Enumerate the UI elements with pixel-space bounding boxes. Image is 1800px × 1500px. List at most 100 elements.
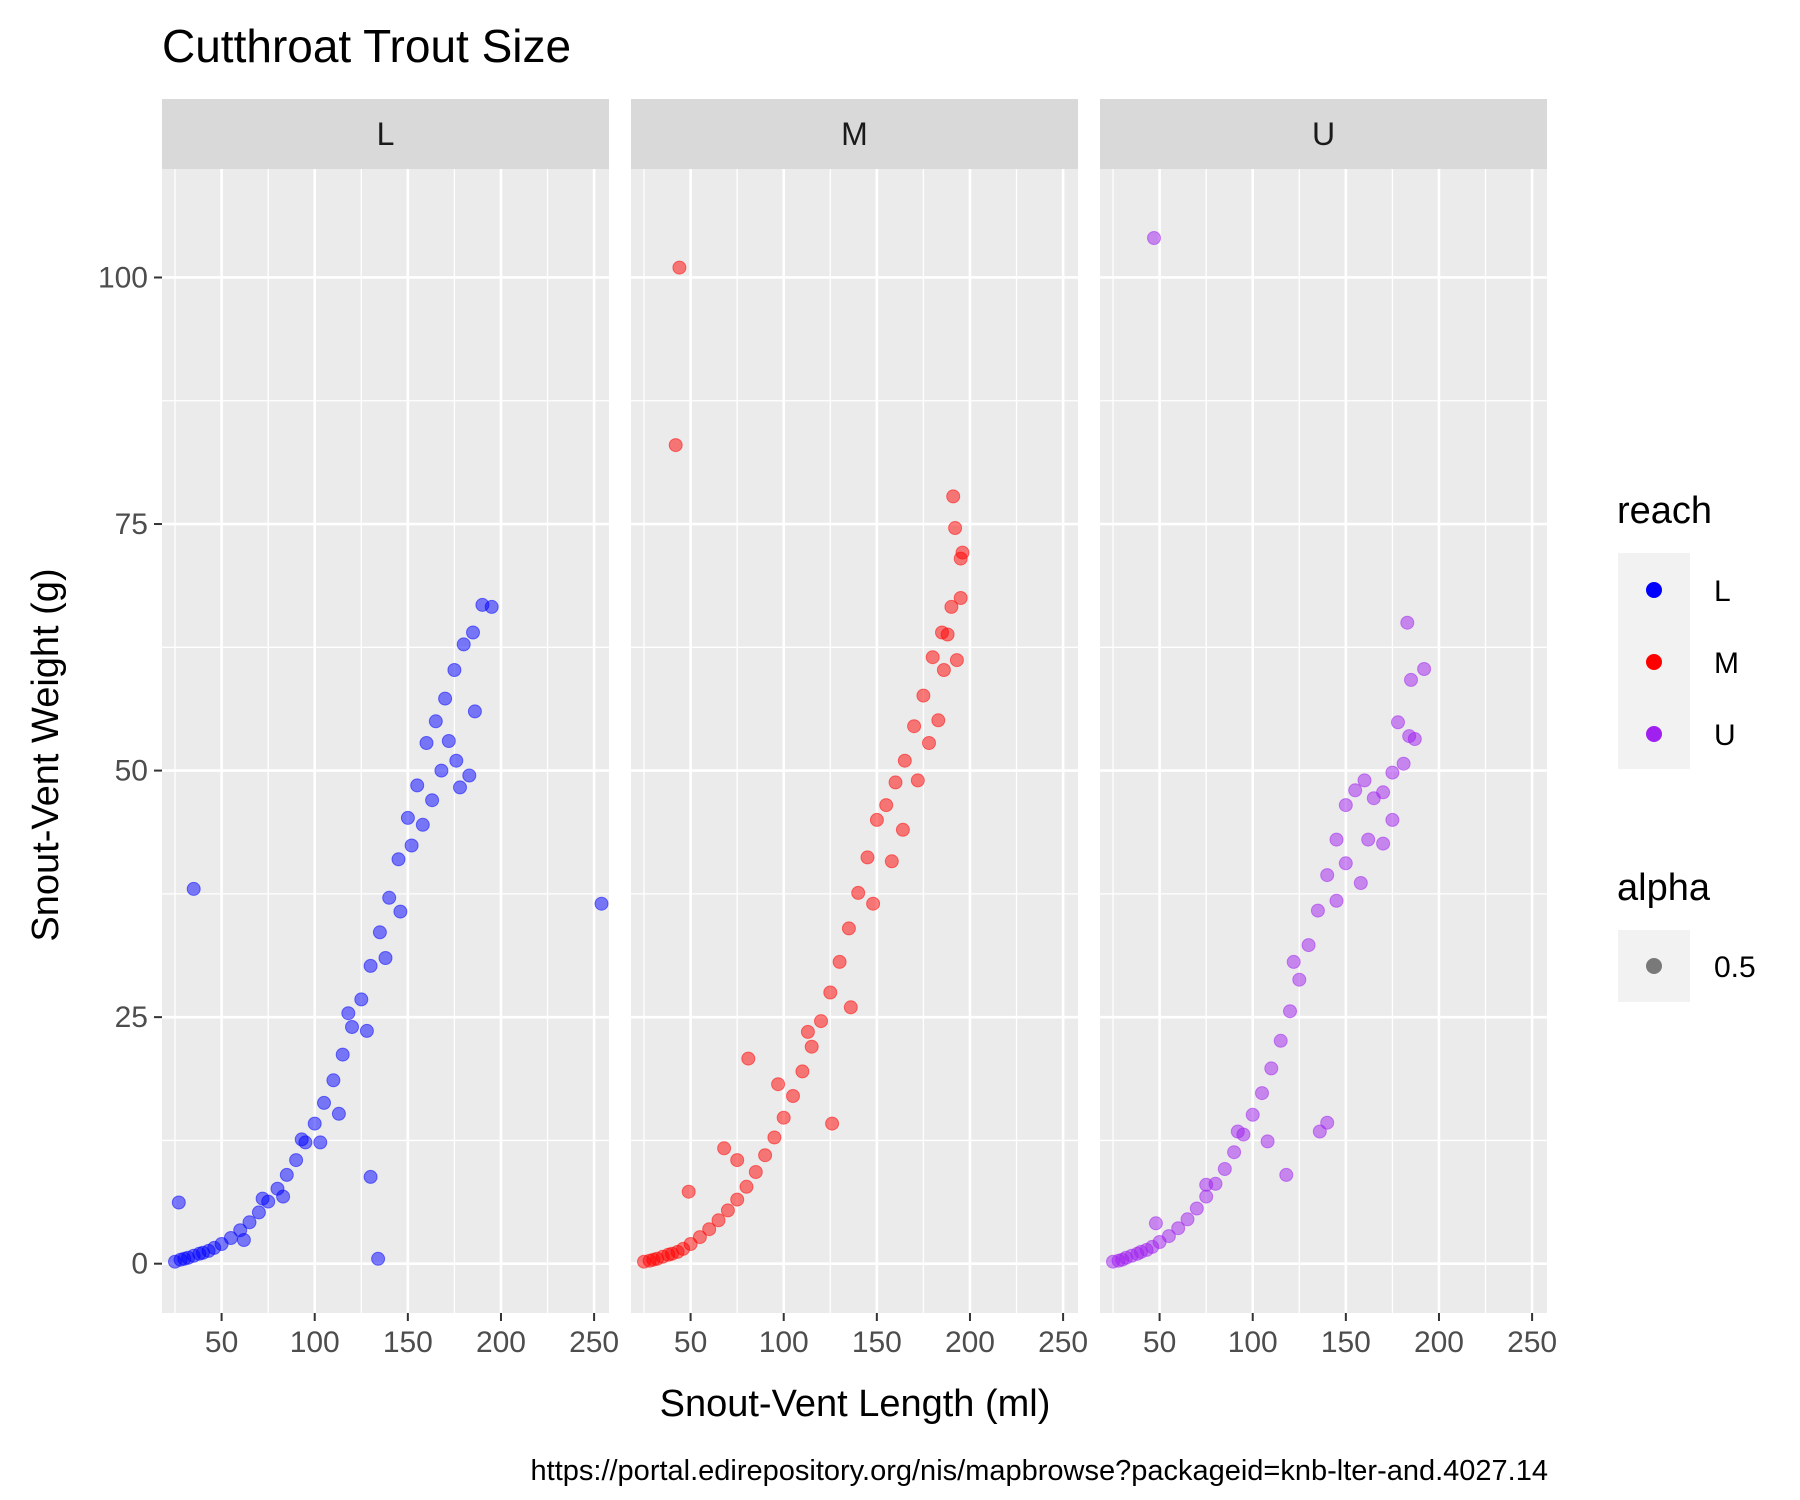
- data-point: [1199, 1189, 1214, 1204]
- data-point: [1230, 1124, 1245, 1139]
- y-tick-label: 25: [115, 1001, 148, 1034]
- data-point: [748, 1165, 763, 1179]
- data-point: [946, 489, 961, 504]
- data-point: [171, 1195, 186, 1210]
- data-point: [1400, 615, 1415, 630]
- data-point: [758, 1148, 773, 1163]
- legend-label-alpha: 0.5: [1714, 951, 1756, 984]
- data-point: [1199, 1177, 1214, 1192]
- legend-key-m: [1646, 654, 1662, 670]
- x-tick-label: 200: [1414, 1326, 1464, 1359]
- data-point: [419, 736, 434, 750]
- data-point: [359, 1023, 374, 1038]
- legend-label-u: U: [1714, 719, 1736, 752]
- data-point: [1385, 812, 1400, 827]
- points-l: [168, 597, 609, 1269]
- data-point: [363, 958, 378, 973]
- data-point: [335, 1047, 350, 1062]
- y-axis-title: Snout-Vent Weight (g): [25, 568, 67, 941]
- data-point: [776, 1110, 791, 1125]
- strip-label-m: M: [841, 116, 868, 152]
- legend-key-u: [1646, 726, 1662, 742]
- data-point: [1283, 1004, 1297, 1019]
- data-point: [594, 896, 609, 911]
- legend-key-alpha: [1646, 958, 1662, 974]
- x-tick-label: 250: [569, 1326, 619, 1359]
- data-point: [1245, 1107, 1260, 1122]
- data-point: [884, 854, 899, 869]
- facet-panel-u: U: [1100, 99, 1547, 1313]
- data-point: [415, 817, 430, 832]
- data-point: [895, 822, 910, 837]
- data-point: [363, 1169, 378, 1184]
- panel-background-u: [1100, 169, 1547, 1313]
- data-point: [948, 521, 963, 535]
- data-point: [786, 1089, 800, 1103]
- x-tick-label: 150: [852, 1326, 902, 1359]
- data-point: [410, 778, 425, 793]
- data-point: [428, 714, 443, 729]
- data-point: [434, 763, 449, 778]
- data-point: [341, 1006, 356, 1021]
- chart-title: Cutthroat Trout Size: [162, 20, 571, 72]
- data-point: [897, 753, 912, 768]
- data-point: [372, 925, 387, 940]
- data-point: [916, 688, 931, 703]
- x-axis-m: 50 100 150 200 250: [674, 1313, 1088, 1359]
- data-point: [741, 1051, 756, 1066]
- data-point: [925, 650, 940, 665]
- data-point: [739, 1179, 754, 1194]
- data-point: [441, 734, 456, 748]
- data-point: [825, 1116, 840, 1131]
- data-point: [702, 1222, 717, 1237]
- data-point: [860, 850, 875, 865]
- data-point: [1329, 893, 1344, 908]
- data-point: [1385, 765, 1400, 780]
- data-point: [730, 1153, 745, 1168]
- data-point: [400, 810, 415, 825]
- data-point: [1264, 1061, 1279, 1076]
- x-tick-label: 200: [945, 1326, 995, 1359]
- data-point: [289, 1153, 304, 1168]
- data-point: [331, 1106, 346, 1121]
- data-point: [953, 551, 968, 566]
- data-point: [279, 1167, 294, 1182]
- data-point: [931, 713, 946, 728]
- data-point: [1189, 1201, 1204, 1216]
- data-point: [1353, 876, 1368, 890]
- data-point: [717, 1141, 732, 1156]
- y-tick-label: 0: [131, 1248, 148, 1281]
- x-tick-label: 250: [1038, 1326, 1088, 1359]
- data-point: [888, 775, 903, 790]
- data-point: [393, 904, 408, 919]
- data-point: [866, 896, 881, 911]
- data-point: [1180, 1212, 1195, 1227]
- data-point: [940, 627, 955, 642]
- legend-label-l: L: [1714, 575, 1731, 608]
- data-point: [944, 599, 959, 614]
- data-point: [668, 438, 683, 453]
- data-point: [1338, 798, 1353, 813]
- data-point: [1417, 662, 1432, 676]
- data-point: [1404, 672, 1418, 687]
- data-point: [276, 1189, 291, 1204]
- data-point: [851, 885, 866, 900]
- data-point: [313, 1135, 328, 1150]
- data-point: [823, 985, 838, 1000]
- data-point: [711, 1213, 726, 1228]
- data-point: [317, 1095, 331, 1110]
- points-u: [1106, 231, 1432, 1269]
- data-point: [242, 1215, 257, 1230]
- data-point: [1376, 836, 1391, 851]
- strip-label-l: L: [377, 116, 395, 152]
- data-point: [910, 773, 925, 788]
- x-axis-title: Snout-Vent Length (ml): [660, 1383, 1051, 1425]
- data-point: [1147, 231, 1161, 245]
- data-point: [672, 260, 687, 275]
- data-point: [869, 812, 884, 827]
- data-point: [1329, 832, 1344, 847]
- data-point: [681, 1184, 696, 1199]
- data-point: [404, 838, 419, 853]
- y-tick-label: 50: [115, 755, 148, 788]
